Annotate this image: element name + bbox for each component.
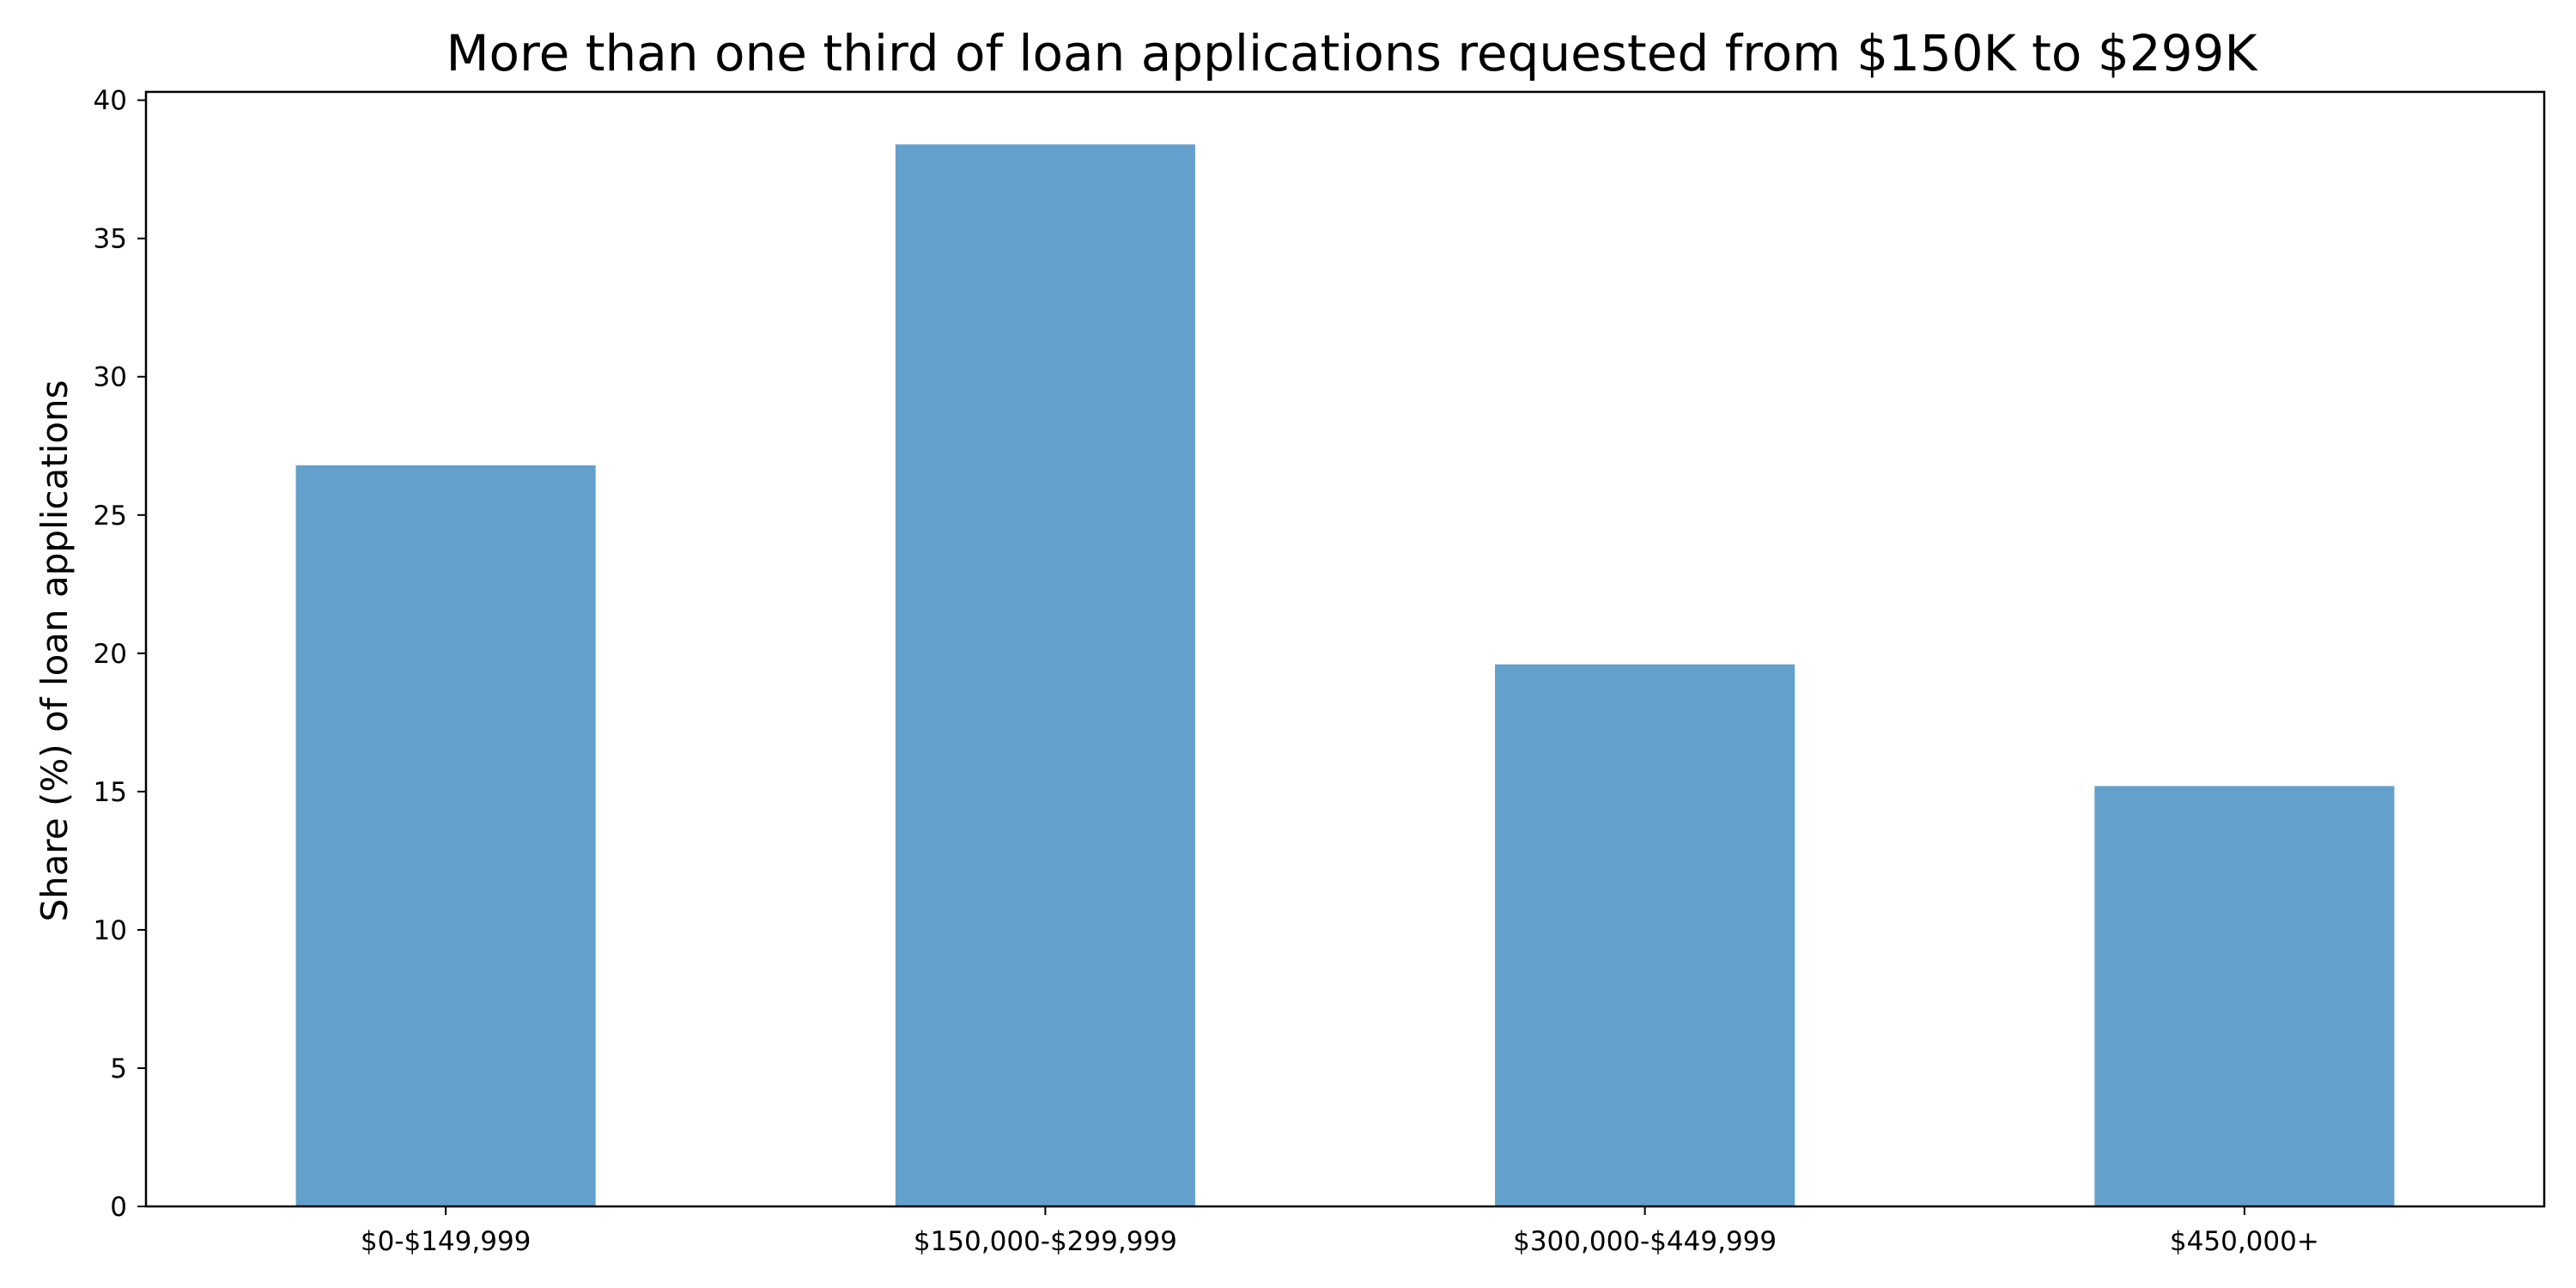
y-axis: 0 5 10 15 20 25 30 35 40 xyxy=(94,86,146,1223)
bar-1 xyxy=(895,144,1195,1206)
x-tick-label: $150,000-$299,999 xyxy=(914,1226,1177,1257)
y-tick-label: 5 xyxy=(110,1054,127,1084)
y-tick-label: 20 xyxy=(94,639,127,670)
y-tick-label: 40 xyxy=(94,86,127,117)
y-tick-label: 15 xyxy=(94,777,127,808)
y-tick-label: 25 xyxy=(94,501,127,532)
y-tick-label: 35 xyxy=(94,224,127,255)
x-axis: $0-$149,999 $150,000-$299,999 $300,000-$44… xyxy=(361,1206,2319,1257)
plot-frame xyxy=(144,90,2546,1208)
bar-3 xyxy=(2094,786,2395,1206)
y-tick-label: 30 xyxy=(94,362,127,393)
x-tick-label: $300,000-$449,999 xyxy=(1513,1226,1777,1257)
x-tick-label: $0-$149,999 xyxy=(361,1226,532,1257)
y-tick-label: 0 xyxy=(110,1192,127,1223)
bar-0 xyxy=(295,465,596,1206)
x-tick-label: $450,000+ xyxy=(2170,1226,2319,1257)
y-axis-title: Share (%) of loan applications xyxy=(33,380,76,921)
bar-2 xyxy=(1495,664,1795,1206)
y-tick-label: 10 xyxy=(94,915,127,946)
chart-title: More than one third of loan applications… xyxy=(447,24,2259,82)
bars-layer xyxy=(295,144,2395,1206)
